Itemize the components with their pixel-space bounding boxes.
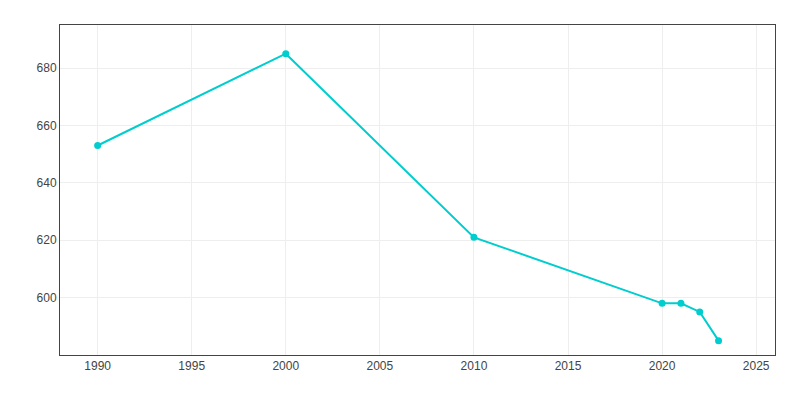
svg-text:2000: 2000	[272, 359, 299, 373]
svg-text:2010: 2010	[461, 359, 488, 373]
svg-text:1990: 1990	[84, 359, 111, 373]
svg-text:620: 620	[37, 233, 57, 247]
svg-text:600: 600	[37, 291, 57, 305]
svg-text:640: 640	[37, 176, 57, 190]
svg-text:680: 680	[37, 61, 57, 75]
svg-text:2025: 2025	[743, 359, 770, 373]
svg-text:660: 660	[37, 119, 57, 133]
svg-text:2015: 2015	[555, 359, 582, 373]
svg-text:1995: 1995	[178, 359, 205, 373]
svg-text:2020: 2020	[649, 359, 676, 373]
svg-text:2005: 2005	[367, 359, 394, 373]
